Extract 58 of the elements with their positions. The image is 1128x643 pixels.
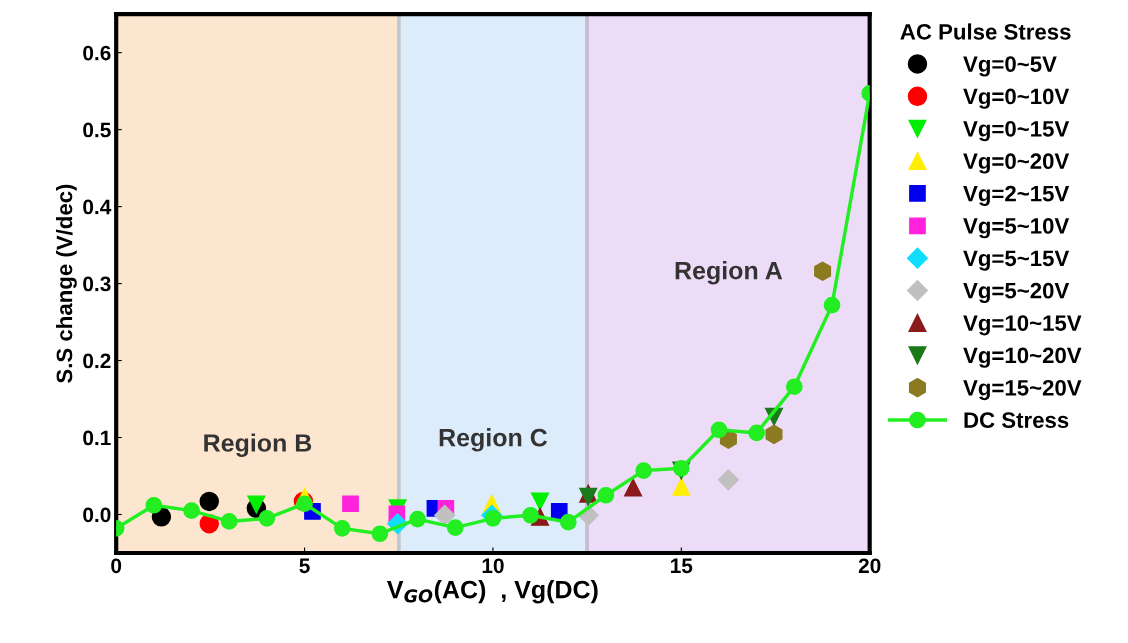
point <box>597 486 615 504</box>
point <box>220 513 238 530</box>
legend-label: Vg=5~20V <box>963 282 1070 304</box>
point <box>258 510 276 527</box>
legend-label: Vg=0~15V <box>963 120 1070 142</box>
x-tick-label: 10 <box>482 558 504 574</box>
point <box>786 378 803 396</box>
legend-label: Vg=0~10V <box>963 88 1070 109</box>
y-tick-label: 0.3 <box>83 276 111 292</box>
legend-label: Vg=0~20V <box>963 153 1070 174</box>
point <box>672 477 691 496</box>
point <box>635 462 652 479</box>
point <box>183 502 200 519</box>
legend-label: Vg=2~15V <box>963 185 1070 206</box>
point <box>624 478 643 497</box>
legend-label: Vg=15~20V <box>963 379 1082 401</box>
legend-label: Vg=10~15V <box>963 315 1082 336</box>
point <box>371 525 389 543</box>
legend-label: DC Stress <box>964 412 1069 429</box>
x-tick-label: 15 <box>671 558 693 574</box>
legend-label: Vg=5~10V <box>963 218 1070 239</box>
x-tick-label: 5 <box>299 558 310 574</box>
band-label: Region A <box>675 261 783 285</box>
legend-label: Vg=5~15V <box>963 250 1070 271</box>
x-tick-label: 20 <box>858 558 881 574</box>
legend-label: Vg=10~20V <box>963 347 1082 368</box>
y-tick-label: 0.0 <box>83 507 111 523</box>
point <box>342 495 359 513</box>
point <box>710 421 728 439</box>
x-axis-title: V$_{GO}$(AC) , Vg(DC) <box>386 580 598 604</box>
point <box>434 504 456 526</box>
y-tick-label: 0.2 <box>83 353 111 369</box>
y-tick-label: 0.6 <box>83 45 111 61</box>
band-label: Region B <box>204 433 312 457</box>
point <box>145 496 163 514</box>
legend-label: Vg=0~5V <box>963 56 1057 77</box>
y-tick-label: 0.1 <box>83 430 111 446</box>
point <box>247 495 266 514</box>
point <box>409 510 426 528</box>
y-axis-title: S.S change (V/dec) <box>56 184 77 383</box>
point <box>333 520 351 537</box>
point <box>199 491 219 512</box>
y-tick-label: 0.5 <box>83 122 111 138</box>
point <box>531 492 550 511</box>
band-label: Region C <box>439 428 548 452</box>
point <box>672 459 690 477</box>
legend-title: AC Pulse Stress <box>900 23 1071 40</box>
y-tick-label: 0.4 <box>83 199 112 215</box>
point <box>559 513 577 531</box>
point <box>446 519 464 536</box>
point <box>484 510 502 527</box>
point <box>765 424 783 445</box>
point <box>823 296 841 314</box>
point <box>814 261 832 281</box>
point <box>717 469 739 491</box>
x-tick-label: 0 <box>111 558 122 574</box>
point <box>522 506 539 524</box>
point <box>748 424 765 442</box>
